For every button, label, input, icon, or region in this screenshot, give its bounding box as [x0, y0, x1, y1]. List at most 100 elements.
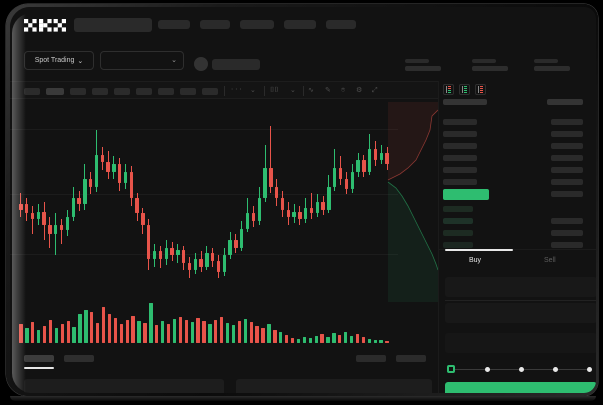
nav-item-5[interactable] — [326, 20, 356, 29]
ob-ask-row[interactable] — [443, 119, 477, 125]
buy-submit-button[interactable] — [445, 382, 596, 393]
volume-bar — [355, 333, 360, 343]
slider-handle[interactable] — [447, 365, 455, 373]
ob-bid-row[interactable] — [443, 206, 473, 212]
interval-icon[interactable]: ᛫᛫᛫ — [230, 87, 243, 94]
search-input[interactable] — [74, 18, 152, 32]
depth-bids-icon[interactable] — [459, 84, 470, 95]
ob-bid-row[interactable] — [443, 218, 473, 224]
chevron-down-icon[interactable]: ⌄ — [290, 87, 296, 94]
chevron-down-icon[interactable]: ⌄ — [250, 87, 256, 94]
volume-bar — [19, 323, 23, 343]
ob-ask-size — [551, 155, 583, 161]
ob-ask-row[interactable] — [443, 143, 477, 149]
volume-bar — [125, 319, 129, 343]
volume-bar — [231, 324, 236, 343]
order-amount-field[interactable] — [445, 303, 596, 323]
chart-type-icon[interactable]: ⌷⌷ — [270, 87, 279, 94]
candle-body — [187, 262, 192, 271]
candle-body — [19, 203, 23, 210]
orders-panel[interactable] — [24, 379, 224, 393]
slider-node-50[interactable] — [519, 366, 524, 372]
volume-bar — [379, 340, 383, 343]
timeframe-chip-8[interactable] — [180, 88, 196, 95]
ob-bid-row[interactable] — [443, 242, 473, 248]
top-navigation-bar — [10, 7, 596, 41]
ob-bid-size — [551, 218, 583, 224]
indicator-wave-icon[interactable]: ∿ — [308, 87, 314, 94]
volume-bar — [155, 324, 159, 343]
candle-wick — [32, 205, 34, 235]
bottom-tab-2[interactable] — [64, 355, 94, 362]
tab-sell[interactable]: Sell — [544, 257, 556, 264]
ob-ask-row[interactable] — [443, 155, 477, 161]
timeframe-chip-2[interactable] — [46, 88, 64, 95]
candle-body — [123, 171, 128, 183]
timeframe-chip-9[interactable] — [202, 88, 218, 95]
candle-body — [135, 198, 139, 214]
market-type-dropdown[interactable]: Spot Trading ⌄ — [24, 51, 94, 70]
volume-bar — [214, 319, 218, 343]
volume-bar — [361, 336, 366, 343]
volume-bar — [54, 327, 59, 343]
timeframe-chip-5[interactable] — [114, 88, 130, 95]
slider-node-25[interactable] — [485, 366, 490, 372]
volume-bar — [332, 332, 336, 343]
volume-bar — [161, 320, 165, 343]
nav-item-2[interactable] — [200, 20, 230, 29]
candle-body — [181, 249, 186, 263]
camera-icon[interactable]: ⌾ — [341, 87, 346, 94]
positions-panel[interactable] — [236, 379, 432, 393]
order-percent-slider[interactable] — [447, 364, 595, 374]
candle-body — [36, 211, 41, 220]
volume-bar — [279, 331, 283, 343]
bottom-tab-1[interactable] — [24, 355, 54, 362]
candle-body — [292, 211, 296, 218]
timeframe-chip-4[interactable] — [92, 88, 108, 95]
candle-body — [327, 186, 331, 210]
ob-bid-row[interactable] — [443, 230, 473, 236]
bottom-action-1[interactable] — [356, 355, 386, 362]
order-price-field[interactable] — [445, 277, 596, 297]
tab-buy[interactable]: Buy — [469, 257, 482, 264]
ob-ask-row[interactable] — [443, 167, 477, 173]
fullscreen-icon[interactable]: ⤢ — [372, 87, 378, 94]
candle-body — [118, 164, 122, 183]
trading-pair-select[interactable]: ⌄ — [100, 51, 184, 70]
toolbar-divider — [224, 86, 225, 96]
order-total-field[interactable] — [445, 333, 596, 353]
timeframe-chip-7[interactable] — [158, 88, 174, 95]
ob-ask-size — [551, 143, 583, 149]
bottom-action-2[interactable] — [396, 355, 426, 362]
candle-body — [222, 255, 227, 273]
ob-ask-row[interactable] — [443, 179, 477, 185]
candle-body — [257, 198, 261, 221]
depth-both-icon[interactable] — [443, 84, 454, 95]
volume-bar — [137, 320, 141, 343]
nav-item-3[interactable] — [240, 20, 274, 29]
okx-logo[interactable] — [24, 19, 66, 32]
candle-body — [367, 148, 372, 172]
volume-bar — [208, 323, 212, 343]
nav-item-4[interactable] — [284, 20, 316, 29]
depth-asks-icon[interactable] — [475, 84, 486, 95]
ob-ask-row[interactable] — [443, 131, 477, 137]
timeframe-chip-1[interactable] — [24, 88, 40, 95]
volume-bar — [349, 335, 354, 343]
timeframe-chip-3[interactable] — [70, 88, 86, 95]
settings-gear-icon[interactable]: ⚙ — [356, 87, 363, 94]
nav-item-1[interactable] — [158, 20, 190, 29]
candle-body — [228, 240, 232, 256]
timeframe-chip-6[interactable] — [136, 88, 152, 95]
candle-body — [158, 251, 163, 259]
ob-ask-size — [551, 167, 583, 173]
pencil-icon[interactable]: ✎ — [325, 87, 331, 94]
chevron-down-icon: ⌄ — [171, 57, 177, 64]
price-chart-panel[interactable] — [10, 99, 398, 347]
slider-node-100[interactable] — [587, 366, 592, 372]
slider-node-75[interactable] — [553, 366, 558, 372]
volume-bar — [143, 322, 147, 343]
device-bottom-lip — [10, 396, 596, 401]
candle-body — [240, 228, 244, 248]
